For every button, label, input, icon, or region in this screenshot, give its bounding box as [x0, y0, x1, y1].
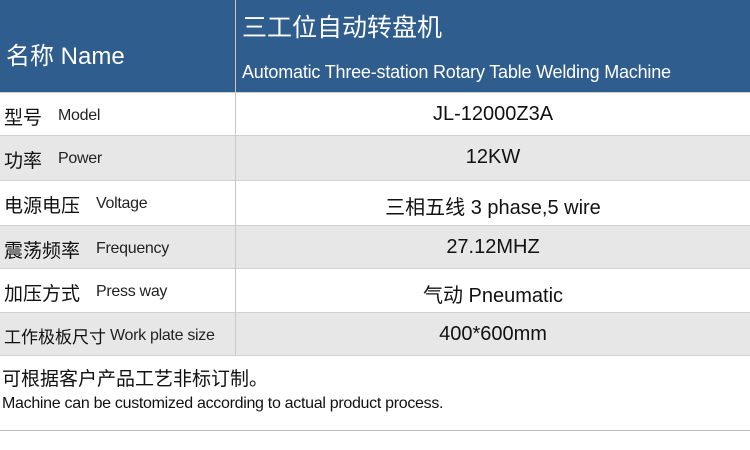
row-label-cn: 电源电压 [4, 196, 81, 217]
table-row: 电源电压 Voltage 三相五线 3 phase,5 wire [0, 180, 750, 225]
row-label-cn: 功率 [4, 151, 43, 172]
row-value: 气动 Pneumatic [422, 285, 564, 307]
row-label-cn: 加压方式 [4, 284, 81, 305]
header-label: 名称 Name [6, 36, 125, 71]
row-label-en: Work plate size [110, 327, 215, 344]
row-label-cn: 工作极板尺寸 [4, 328, 106, 347]
table-row: 型号 Model JL-12000Z3A [0, 92, 750, 135]
title-cn: 三工位自动转盘机 [242, 14, 443, 42]
row-label-cn: 震荡频率 [4, 241, 81, 262]
header: 名称 Name 三工位自动转盘机 Automatic Three-station… [0, 0, 750, 92]
row-label-en: Press way [96, 283, 168, 300]
divider [235, 0, 236, 355]
table-row: 加压方式 Press way 气动 Pneumatic [0, 268, 750, 312]
label-cn: 名称 [6, 43, 54, 70]
row-label-en: Frequency [96, 240, 169, 257]
row-label-en: Power [58, 150, 102, 167]
label-en: Name [60, 43, 125, 70]
row-label-en: Model [58, 107, 101, 124]
table-row: 功率 Power 12KW [0, 135, 750, 180]
rule [0, 355, 750, 356]
rule [0, 430, 750, 431]
row-value: 12KW [465, 146, 521, 168]
note-en: Machine can be customized according to a… [2, 395, 444, 412]
row-label-en: Voltage [96, 195, 148, 212]
row-value: 400*600mm [439, 323, 547, 345]
table-row: 震荡频率 Frequency 27.12MHZ [0, 225, 750, 268]
row-value: 三相五线 3 phase,5 wire [385, 197, 601, 219]
row-value: 27.12MHZ [446, 236, 540, 258]
table-row: 工作极板尺寸 Work plate size 400*600mm [0, 312, 750, 355]
row-value: JL-12000Z3A [432, 103, 554, 125]
note-cn: 可根据客户产品工艺非标订制。 [2, 369, 269, 390]
title-en: Automatic Three-station Rotary Table Wel… [242, 62, 671, 82]
row-label-cn: 型号 [4, 108, 43, 129]
